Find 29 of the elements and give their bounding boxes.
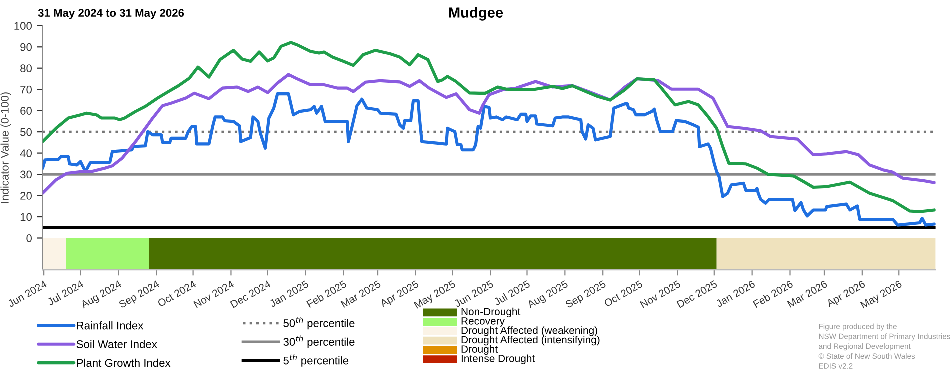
line-series (42, 41, 936, 214)
category-label: Drought Affected (weakening) (462, 326, 598, 336)
y-tick-label: 20 (20, 192, 32, 200)
legend-label: Soil Water Index (76, 340, 158, 348)
category-label: Intense Drought (462, 354, 536, 364)
y-tick-label: 90 (20, 43, 32, 52)
chart-title: Mudgee (449, 7, 504, 21)
legend-label: 50$^{th}$ percentile (284, 317, 355, 330)
y-tick-label: 50 (20, 128, 32, 136)
y-tick-label: 100 (14, 22, 32, 30)
chart-subtitle: 31 May 2024 to 31 May 2026 (38, 9, 184, 20)
line-series (42, 92, 936, 227)
y-tick-label: 70 (20, 86, 32, 94)
category-label: Non-Drought (462, 308, 521, 318)
legend-label: Plant Growth Index (77, 358, 171, 368)
y-tick-label: 30 (20, 170, 32, 179)
legend-label: 30$^{th}$ percentile (284, 336, 355, 348)
y-tick-label: 40 (20, 150, 32, 158)
y-axis-title: Indicator Value (0-100) (0, 92, 12, 204)
legend-label: 5$^{th}$ percentile (284, 354, 349, 367)
x-tick-label: Jun 2024 (7, 280, 48, 308)
y-tick-label: 10 (20, 213, 32, 222)
y-tick-label: 80 (20, 64, 32, 73)
category-label: Recovery (462, 318, 505, 327)
category-label: Drought (462, 345, 498, 356)
category-label: Drought Affected (intensifying) (462, 336, 600, 346)
y-tick-label: 60 (20, 107, 32, 115)
legend-label: Rainfall Index (77, 322, 144, 330)
y-tick-label: 0 (26, 234, 32, 242)
